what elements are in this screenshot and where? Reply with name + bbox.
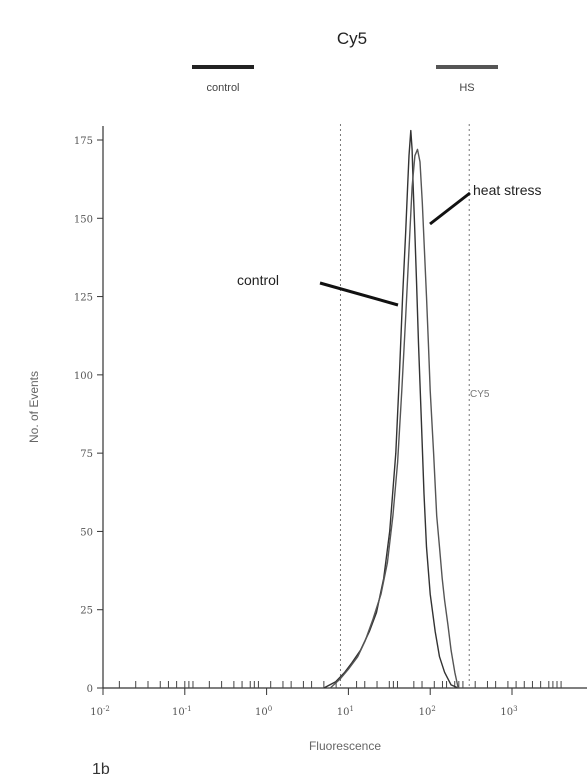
baseline-rug — [118, 681, 562, 688]
annotation-heat-stress: heat stress — [473, 182, 541, 198]
axes — [102, 126, 587, 689]
annotations: control heat stress — [237, 182, 541, 307]
y-tick-label: 0 — [87, 684, 93, 695]
y-tick-label: 125 — [74, 293, 93, 304]
series-group — [323, 129, 459, 689]
y-axis-label: No. of Events — [27, 371, 41, 443]
y-tick-label: 150 — [74, 214, 93, 225]
gate-lines — [339, 124, 470, 688]
y-tick-label: 175 — [74, 136, 93, 147]
x-tick-label: 10-2 — [90, 705, 110, 718]
y-tick-label: 50 — [80, 527, 93, 538]
legend-label-0: control — [206, 82, 239, 94]
series-line-1 — [329, 148, 459, 689]
gate-label: CY5 — [470, 389, 490, 400]
y-ticks: 0 25 50 75 100 125 150 175 — [74, 136, 103, 695]
x-tick-label: 102 — [419, 705, 436, 718]
y-tick-label: 25 — [80, 606, 93, 617]
heat-stress-pointer-line — [429, 191, 471, 226]
chart-title: Cy5 — [337, 29, 367, 48]
x-tick-label: 103 — [500, 705, 517, 718]
y-tick-label: 100 — [74, 371, 93, 382]
series-line-0 — [323, 129, 459, 689]
x-tick-label: 100 — [255, 705, 272, 718]
x-tick-label: 101 — [337, 705, 354, 718]
control-pointer-line — [319, 281, 399, 307]
annotation-control: control — [237, 272, 279, 288]
x-tick-label: 10-1 — [172, 705, 192, 718]
legend: control HS — [192, 65, 498, 94]
x-axis-label: Fluorescence — [309, 739, 381, 753]
x-ticks: 10-2 10-1 100 101 102 103 — [90, 688, 518, 718]
y-tick-label: 75 — [80, 449, 93, 460]
legend-label-1: HS — [459, 82, 474, 94]
panel-label: 1b — [92, 761, 110, 778]
